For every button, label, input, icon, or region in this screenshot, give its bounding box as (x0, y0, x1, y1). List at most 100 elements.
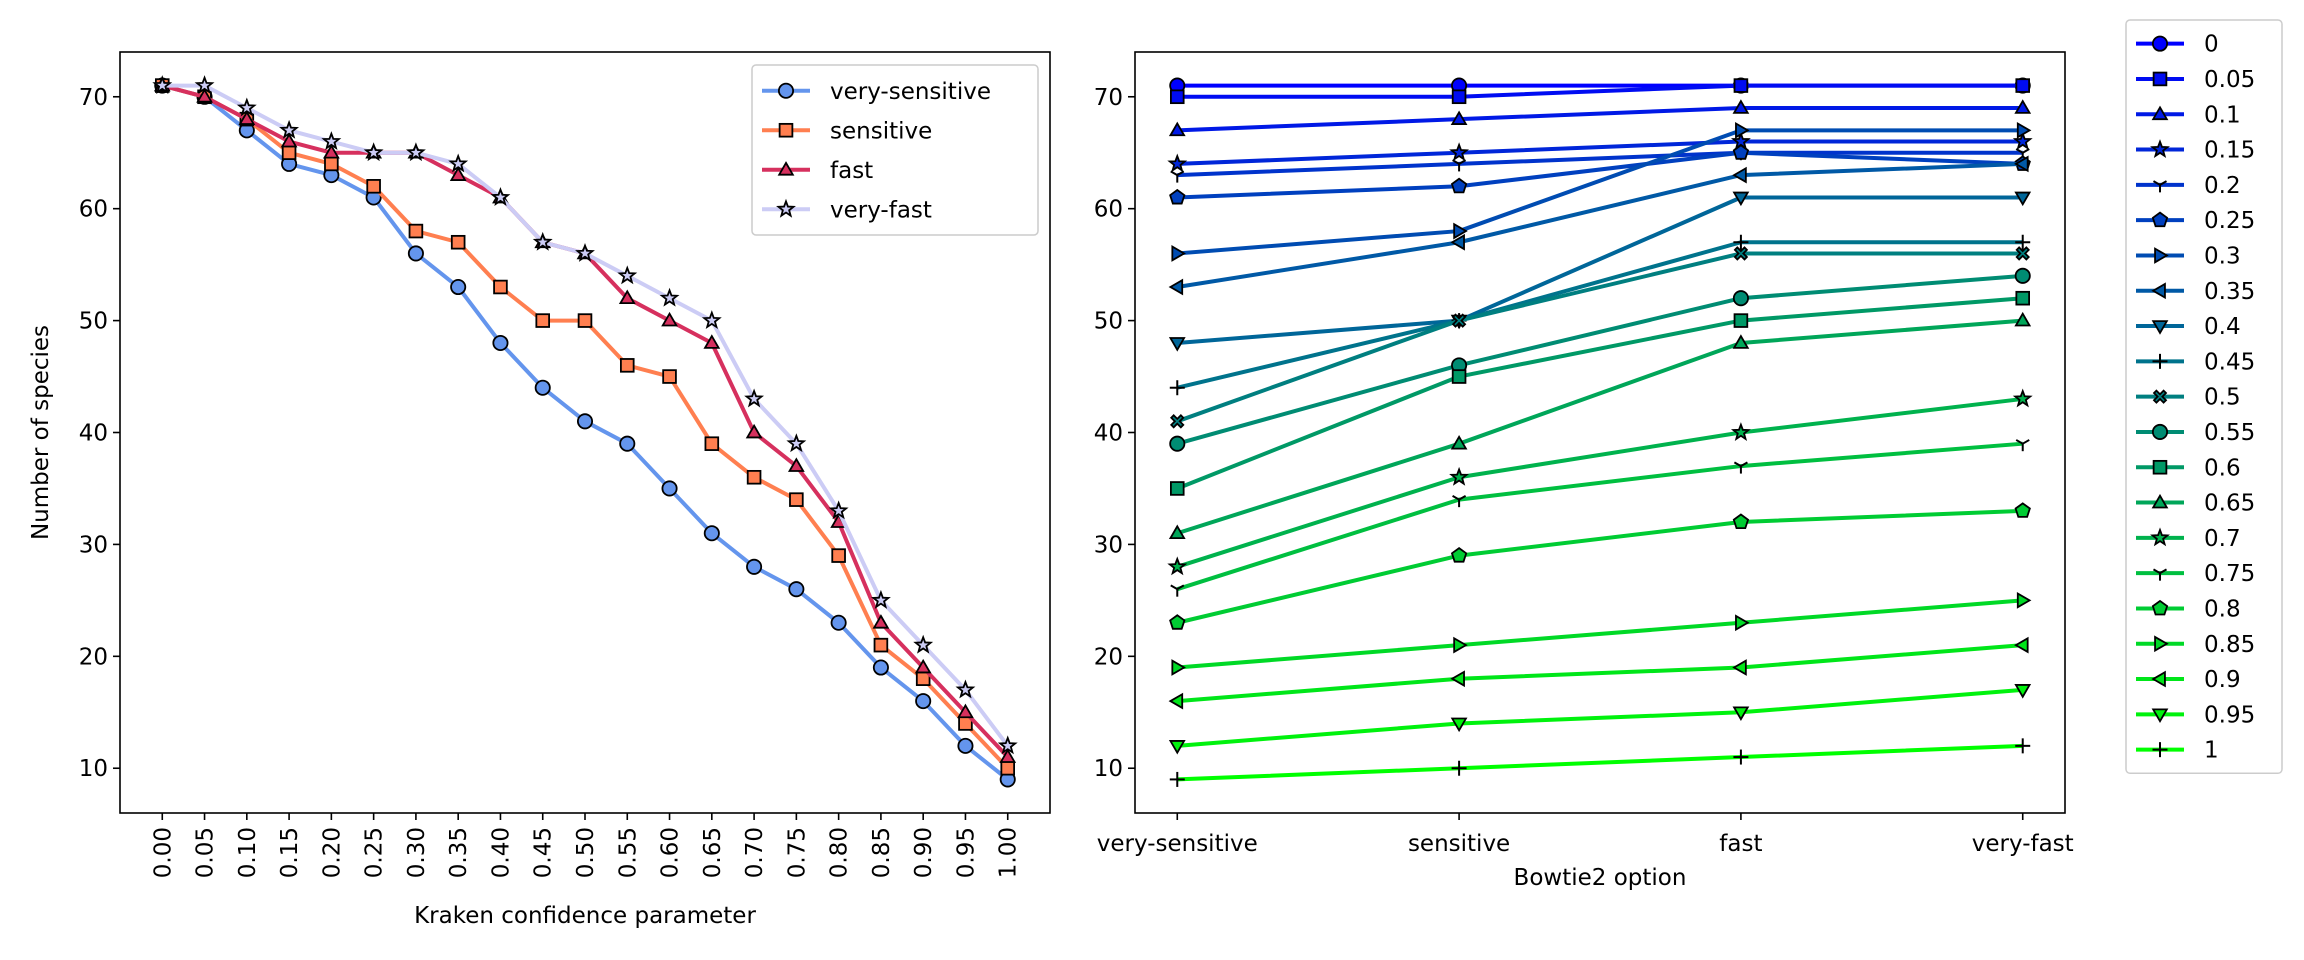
data-point (872, 614, 890, 629)
data-point (1168, 337, 1186, 352)
legend-item-very-fast: very-fast (762, 197, 932, 223)
data-point (1169, 481, 1185, 496)
data-point (2015, 738, 2031, 754)
data-point (1451, 89, 1467, 105)
data-point (831, 548, 846, 563)
y-tick-label: 50 (79, 309, 108, 335)
data-point (1169, 89, 1185, 105)
y-tick-label: 50 (1094, 309, 1123, 335)
legend-marker (777, 82, 795, 99)
data-point (1732, 99, 1750, 114)
series-line (1177, 743, 2023, 782)
data-point (1451, 313, 1467, 328)
legend-item-0-15: 0.15 (2136, 138, 2255, 164)
series-line (1177, 150, 2023, 200)
x-axis-label: Bowtie2 option (1514, 865, 1687, 891)
data-point (1733, 246, 1749, 261)
data-point (1171, 245, 1186, 262)
data-point (746, 558, 763, 575)
y-axis-label: Number of species (28, 325, 54, 540)
data-point (2012, 131, 2033, 150)
legend-label: 0.3 (2204, 243, 2241, 269)
data-point (2014, 155, 2029, 173)
x-tick-label: 0.60 (658, 827, 684, 878)
series-line (1177, 139, 2023, 166)
data-point (1171, 659, 1186, 676)
data-point (1168, 692, 1184, 710)
legend: 0 0.05 0.1 0.15 0.2 0.25 0.3 0.35 0.4 0.45 0.5 0.55… (2125, 19, 2283, 775)
series-line (1176, 396, 2023, 569)
data-point (2015, 290, 2031, 306)
data-point (2014, 311, 2032, 327)
legend-label: 0.75 (2204, 561, 2255, 587)
data-point (744, 388, 765, 408)
legend-marker (2151, 35, 2169, 52)
data-point (324, 156, 339, 172)
data-point (955, 679, 976, 699)
series-0-3 (1171, 121, 2032, 262)
x-tick-label: 0.80 (827, 827, 853, 878)
legend-label: 0.4 (2204, 314, 2241, 340)
y-tick-label: 10 (1094, 756, 1123, 782)
data-point (1732, 191, 1750, 207)
data-point (1167, 153, 1188, 173)
series-0-55 (1169, 267, 2031, 452)
data-point (1733, 78, 1749, 93)
legend-item-0-4: 0.4 (2136, 314, 2241, 340)
legend-label: 0.2 (2204, 173, 2241, 199)
data-point (448, 153, 469, 173)
data-point (957, 737, 974, 754)
legend-marker (2152, 459, 2168, 475)
legend-item-0-8: 0.8 (2136, 596, 2241, 622)
legend-label: 0.1 (2204, 102, 2241, 128)
data-point (872, 659, 889, 676)
series-0-2 (1170, 148, 2030, 183)
data-point (913, 634, 934, 654)
data-point (661, 311, 678, 327)
legend-marker (2150, 139, 2170, 158)
data-point (999, 748, 1017, 763)
data-point (1169, 435, 1186, 452)
data-point (870, 589, 891, 609)
y-tick-label: 60 (79, 197, 108, 223)
data-point (1732, 290, 1749, 307)
legend-marker (2151, 670, 2166, 688)
series-line (1177, 128, 2023, 256)
legend-marker (2151, 105, 2169, 121)
data-point (2014, 267, 2031, 284)
series-0-4 (1168, 191, 2032, 352)
legend-item-sensitive: sensitive (762, 118, 932, 144)
data-point (659, 287, 680, 307)
series-line (1176, 296, 2023, 491)
data-point (576, 413, 594, 430)
chart-kraken-confidence: 10 20 30 40 50 60 70 0.00 0.05 0.10 0.15 0.20 0.25 0.… (28, 51, 1051, 929)
legend-marker (2152, 180, 2168, 193)
x-tick-label: very-fast (1972, 831, 2074, 857)
legend-label: very-sensitive (830, 79, 991, 105)
series-line (1176, 318, 2023, 536)
legend-label: 0.55 (2204, 420, 2255, 446)
legend-marker (2151, 282, 2166, 300)
legend-item-0-85: 0.85 (2136, 632, 2255, 658)
data-point (281, 145, 297, 160)
data-point (1450, 110, 1468, 125)
data-point (1450, 717, 1468, 733)
data-point (363, 142, 384, 162)
data-point (236, 97, 257, 117)
data-point (194, 75, 215, 95)
data-point (704, 436, 720, 451)
legend-marker (2151, 599, 2169, 616)
data-point (1449, 466, 1470, 486)
legend-marker (2151, 211, 2169, 228)
data-point (997, 735, 1018, 755)
data-point (788, 581, 805, 598)
data-point (535, 313, 551, 328)
legend-label: fast (830, 158, 873, 184)
data-point (152, 75, 173, 95)
x-tick-label: 0.90 (911, 827, 937, 878)
legend-label: 0.25 (2204, 208, 2255, 234)
data-point (1170, 584, 1185, 597)
data-point (2014, 191, 2032, 207)
